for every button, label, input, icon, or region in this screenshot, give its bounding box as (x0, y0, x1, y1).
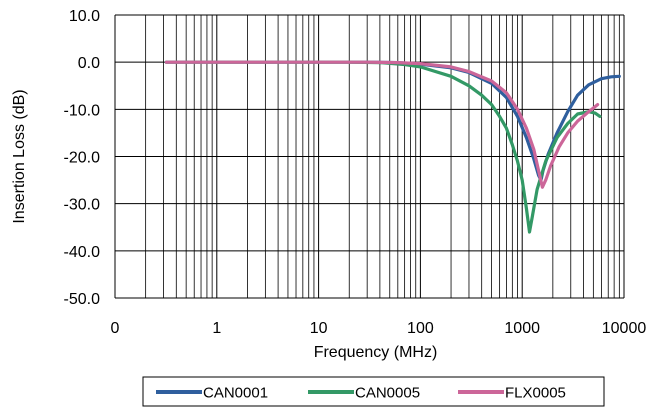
x-tick-label: 100 (407, 320, 434, 337)
x-tick-label: 10000 (602, 320, 647, 337)
y-tick-label: -40.0 (64, 244, 101, 261)
y-axis-ticks: 10.0 0.0 -10.0 -20.0 -30.0 -40.0 -50.0 (64, 8, 101, 308)
y-tick-label: -10.0 (64, 102, 101, 119)
y-tick-label: -20.0 (64, 150, 101, 167)
legend-label-can0001: CAN0001 (203, 385, 268, 402)
legend: CAN0001 CAN0005 FLX0005 (142, 376, 605, 407)
y-tick-label: 0.0 (78, 55, 100, 72)
x-tick-label: 10 (310, 320, 328, 337)
y-axis-title: Insertion Loss (dB) (11, 89, 28, 223)
x-axis-title: Frequency (MHz) (314, 344, 438, 361)
legend-label-can0005: CAN0005 (355, 385, 420, 402)
y-tick-label: -50.0 (64, 291, 101, 308)
series-line-flx0005 (164, 60, 600, 189)
series-line-can0005 (164, 60, 602, 234)
x-tick-label: 1 (212, 320, 221, 337)
y-tick-label: -30.0 (64, 197, 101, 214)
legend-box (142, 376, 605, 407)
x-tick-label: 1000 (504, 320, 540, 337)
y-tick-label: 10.0 (69, 8, 100, 25)
x-axis-ticks: 0 1 10 100 1000 10000 (111, 320, 647, 337)
legend-label-flx0005: FLX0005 (505, 385, 566, 402)
series-lines (164, 60, 621, 234)
x-tick-label: 0 (111, 320, 120, 337)
